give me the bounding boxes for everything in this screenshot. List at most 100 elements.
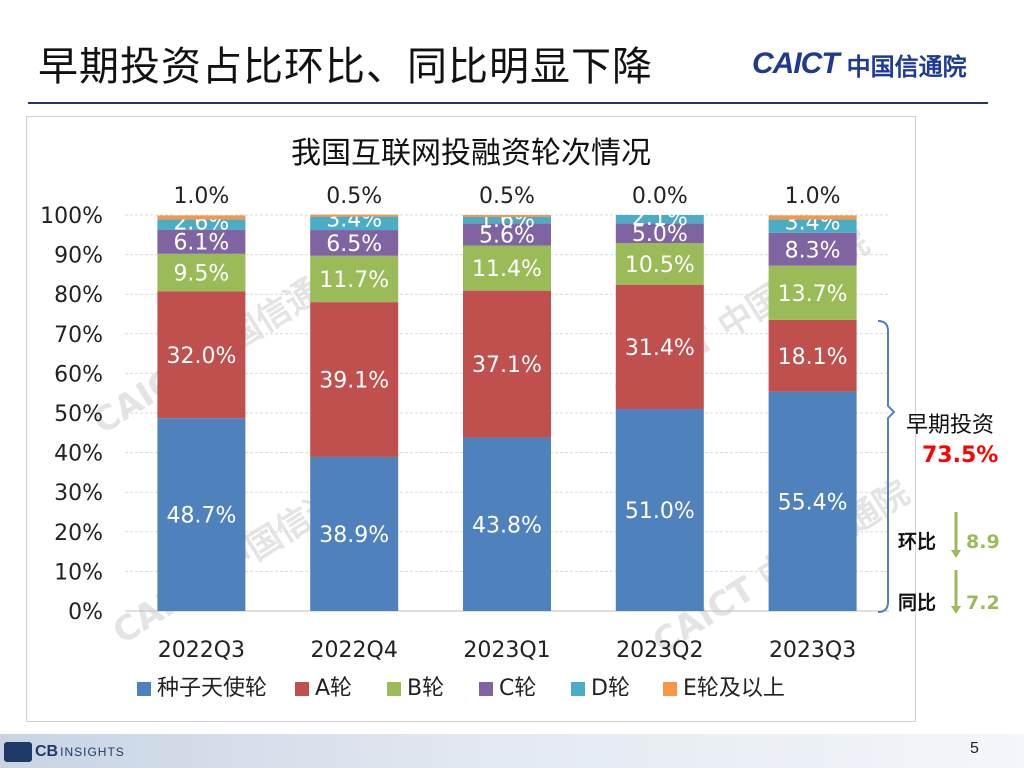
- data-label: 0.5%: [326, 184, 382, 209]
- data-label: 6.5%: [326, 232, 382, 257]
- y-tick-label: 40%: [54, 442, 103, 467]
- bar-segment: [157, 291, 246, 419]
- x-tick-label: 2023Q1: [463, 638, 550, 663]
- legend-label: E轮及以上: [683, 676, 785, 701]
- legend-label: A轮: [315, 676, 352, 701]
- y-tick-label: 70%: [54, 323, 103, 348]
- legend-swatch: [663, 682, 677, 696]
- data-label: 39.1%: [319, 369, 389, 394]
- early-label: 早期投资: [906, 413, 994, 438]
- data-label: 2.6%: [173, 210, 229, 235]
- bar-segment: [768, 215, 857, 220]
- bar-segment: [463, 215, 551, 217]
- bar-segment: [615, 215, 704, 224]
- bar-stack-2022Q4: 38.9% 39.1% 11.7% 6.5%3.4%0.5%: [310, 184, 399, 611]
- bar-segment: [615, 243, 704, 285]
- bar-stack-2023Q1: 43.8% 37.1% 11.4% 5.6%1.6%0.5%: [463, 184, 551, 611]
- title-divider: [28, 102, 988, 104]
- data-label: 1.6%: [479, 208, 535, 233]
- caict-logo-cn: 中国信通院: [846, 52, 967, 81]
- y-tick-label: 30%: [54, 481, 103, 506]
- data-label: 5.6%: [479, 223, 535, 248]
- legend-label: C轮: [499, 676, 536, 701]
- data-label: 1.0%: [785, 184, 841, 209]
- bar-segment: [157, 253, 246, 292]
- y-tick-label: 60%: [54, 362, 103, 387]
- footer-bar: [0, 734, 1024, 768]
- y-tick-label: 80%: [54, 283, 103, 308]
- bar-segment: [463, 216, 551, 224]
- data-label: 51.0%: [625, 499, 695, 524]
- y-tick-label: 0%: [68, 600, 103, 625]
- qoq-down-arrow-icon-head: [951, 550, 961, 558]
- data-label: 3.4%: [326, 208, 382, 233]
- bar-segment: [310, 302, 399, 457]
- legend: 种子天使轮 A轮 B轮 C轮 D轮 E轮及以上: [137, 676, 785, 701]
- data-label: 13.7%: [778, 282, 848, 307]
- yoy-down-arrow-icon-head: [951, 606, 961, 614]
- qoq-value: 8.9: [966, 531, 1000, 553]
- data-label: 9.5%: [173, 262, 229, 287]
- caict-logo: CAICT 中国信通院: [752, 44, 967, 84]
- data-label: 5.0%: [632, 222, 688, 247]
- bar-stack-2023Q2: 51.0% 31.4% 10.5% 5.0%2.1%0.0%: [615, 184, 704, 611]
- data-label: 6.1%: [173, 231, 229, 256]
- caict-logo-en: CAICT: [752, 47, 840, 80]
- legend-swatch: [571, 682, 585, 696]
- y-tick-label: 20%: [54, 521, 103, 546]
- bar-segment: [463, 437, 551, 611]
- early-value: 73.5%: [922, 443, 998, 468]
- legend-label: 种子天使轮: [157, 676, 267, 701]
- yoy-value: 7.2: [966, 592, 1000, 614]
- y-tick-label: 50%: [54, 402, 103, 427]
- data-label: 18.1%: [778, 345, 848, 370]
- cb-logo-mark-icon: [4, 742, 32, 762]
- legend-label: B轮: [407, 676, 444, 701]
- bar-segment: [157, 219, 246, 230]
- legend-label: D轮: [591, 676, 630, 701]
- data-label: 55.4%: [778, 490, 848, 515]
- data-label: 37.1%: [472, 353, 542, 378]
- x-tick-label: 2023Q2: [616, 638, 703, 663]
- bar-segment: [615, 223, 704, 244]
- data-label: 3.4%: [785, 210, 841, 235]
- x-tick-label: 2022Q4: [311, 638, 398, 663]
- bar-segment: [463, 223, 551, 246]
- data-label: 11.4%: [472, 257, 542, 282]
- bar-segment: [768, 219, 857, 233]
- data-label: 31.4%: [625, 336, 695, 361]
- bar-segment: [310, 255, 399, 303]
- chart-title: 我国互联网投融资轮次情况: [291, 136, 651, 171]
- legend-swatch: [387, 682, 401, 696]
- bar-segment: [310, 230, 399, 256]
- data-label: 48.7%: [166, 504, 236, 529]
- bar-segment: [157, 215, 246, 220]
- data-label: 38.9%: [319, 523, 389, 548]
- x-tick-label: 2023Q3: [769, 638, 856, 663]
- legend-swatch: [137, 682, 151, 696]
- legend-swatch: [479, 682, 493, 696]
- legend-swatch: [295, 682, 309, 696]
- bar-segment: [768, 232, 857, 266]
- data-label: 43.8%: [472, 513, 542, 538]
- y-tick-label: 10%: [54, 560, 103, 585]
- bar-segment: [310, 456, 399, 611]
- bar-segment: [157, 229, 246, 254]
- slide-title: 早期投资占比环比、同比明显下降: [38, 44, 653, 90]
- data-label: 2.1%: [632, 206, 688, 231]
- data-label: 8.3%: [785, 238, 841, 263]
- cb-logo-sub: INSIGHTS: [60, 745, 125, 759]
- bar-segment: [310, 216, 399, 231]
- x-tick-label: 2022Q3: [158, 638, 245, 663]
- data-label: 0.5%: [479, 184, 535, 209]
- bar-segment: [310, 214, 399, 217]
- bar-stack-2023Q3: 55.4% 18.1% 13.7% 8.3% 3.4%1.0%: [768, 184, 857, 611]
- data-label: 0.0%: [632, 184, 688, 209]
- bar-segment: [157, 418, 246, 611]
- bar-segment: [463, 290, 551, 438]
- data-label: 10.5%: [625, 253, 695, 278]
- y-tick-label: 100%: [40, 204, 103, 229]
- bar-segment: [768, 265, 857, 320]
